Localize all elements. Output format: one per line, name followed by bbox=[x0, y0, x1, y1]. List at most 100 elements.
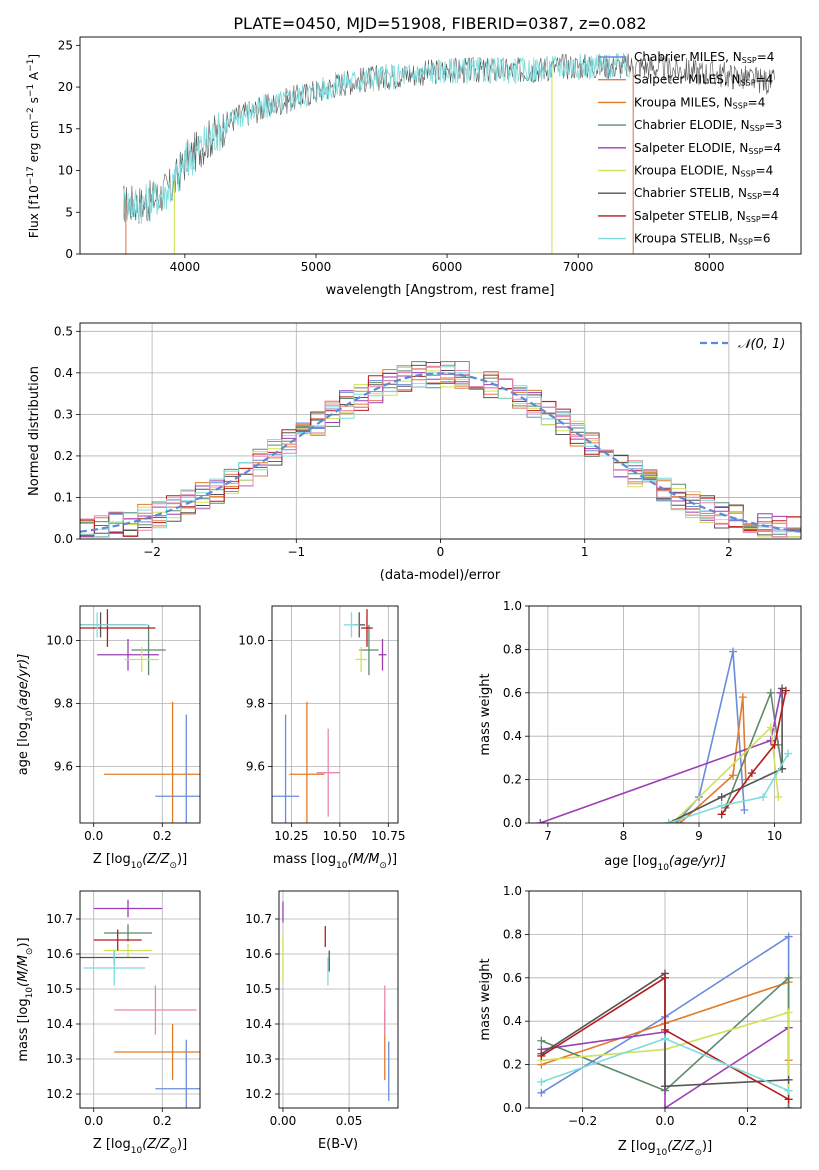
x-axis-label-part: )] bbox=[177, 1137, 187, 1152]
error-bar-point bbox=[316, 728, 340, 817]
x-tick-label: 0.2 bbox=[153, 1114, 172, 1128]
x-tick-label: 10.50 bbox=[323, 829, 357, 843]
y-tick-label: 10.3 bbox=[46, 1052, 73, 1066]
x-axis-label-part: ⊙ bbox=[694, 1148, 702, 1158]
legend-label-part: SSP bbox=[748, 147, 763, 156]
axes-frame bbox=[79, 890, 201, 1109]
x-axis-label-part: (Z/Z bbox=[142, 1137, 170, 1152]
histogram-step bbox=[80, 372, 801, 538]
x-axis-label-part: (Z/Z bbox=[142, 852, 170, 867]
y-axis-label: Flux [f10−17 erg cm−2 s−1 A−1] bbox=[26, 54, 41, 238]
weight-marker bbox=[536, 819, 545, 823]
y-axis-label-part: age [log bbox=[16, 722, 31, 775]
y-tick-label: 0.2 bbox=[54, 449, 73, 463]
axes-frame bbox=[528, 605, 802, 824]
legend-label-part: Salpeter ELODIE, N bbox=[634, 141, 748, 155]
error-bar-point bbox=[289, 701, 325, 823]
y-tick-label: 10.4 bbox=[245, 1017, 272, 1031]
x-tick-label: 1 bbox=[581, 545, 589, 559]
x-axis-label-part: 10 bbox=[131, 861, 143, 871]
y-axis-label-part: 10 bbox=[27, 185, 41, 200]
x-tick-label: 0.0 bbox=[84, 1114, 103, 1128]
y-tick-label: 1.0 bbox=[503, 884, 522, 898]
legend-label: 𝒩(0, 1) bbox=[738, 337, 785, 352]
error-bar-point bbox=[104, 701, 200, 823]
legend-label-part: SSP bbox=[738, 238, 753, 247]
legend-label-part: =4 bbox=[762, 186, 780, 200]
legend-label: Salpeter STELIB, NSSP=4 bbox=[634, 209, 778, 224]
x-tick-label: 10.25 bbox=[274, 829, 308, 843]
legend-label: Kroupa STELIB, NSSP=6 bbox=[634, 232, 771, 247]
legend-label-part: =6 bbox=[753, 232, 771, 246]
y-tick-label: 20 bbox=[58, 80, 73, 94]
weight-marker bbox=[676, 819, 685, 823]
x-axis-label-part: (Z/Z bbox=[667, 1139, 695, 1154]
x-axis-label-part: )] bbox=[702, 1139, 712, 1154]
error-bar-point bbox=[155, 1039, 200, 1108]
error-bar-point bbox=[104, 924, 152, 942]
y-axis-label-part: )] bbox=[16, 937, 31, 947]
weight-marker bbox=[774, 792, 783, 801]
y-tick-label: 15 bbox=[58, 122, 73, 136]
error-bar-point bbox=[343, 612, 360, 638]
y-axis-label: Normed distribution bbox=[27, 366, 42, 496]
y-tick-label: 10.0 bbox=[238, 634, 265, 648]
plot-area bbox=[282, 901, 390, 1101]
legend-label-part: =4 bbox=[761, 209, 779, 223]
weight-marker bbox=[661, 973, 669, 982]
plot-area bbox=[80, 899, 200, 1108]
residual-histogram-panel: −2 −1 0 1 2 0.0 0.1 0.2 0.3 0.4 0.5 𝒩(0, 1) (data-mo… bbox=[27, 322, 802, 583]
plot-area bbox=[537, 932, 793, 1108]
y-axis-label: age [log10(age/yr)] bbox=[16, 654, 35, 776]
error-bar-point bbox=[93, 899, 163, 918]
x-axis-label-part: Z [log bbox=[93, 852, 131, 867]
weight-vs-age-panel: 7 8 9 10 0.0 0.2 0.4 0.6 0.8 1.0 mass weight age [l… bbox=[478, 599, 802, 873]
y-tick-label: 10.6 bbox=[245, 947, 272, 961]
error-bar-point bbox=[378, 639, 387, 671]
error-bar-point bbox=[359, 624, 379, 676]
weight-marker bbox=[664, 819, 673, 823]
weight-marker bbox=[537, 1077, 546, 1086]
x-tick-label: 10 bbox=[767, 829, 782, 843]
legend-label: Kroupa ELODIE, NSSP=4 bbox=[634, 164, 773, 179]
weight-marker bbox=[537, 1051, 546, 1060]
y-tick-label: 0.4 bbox=[503, 729, 522, 743]
weight-marker bbox=[784, 1104, 793, 1108]
weight-series-line bbox=[668, 688, 783, 823]
y-axis-label-part: 10 bbox=[25, 710, 35, 722]
weight-series-line bbox=[668, 753, 789, 823]
x-axis-label-part: mass [log bbox=[273, 852, 336, 867]
y-tick-label: 0.0 bbox=[503, 816, 522, 830]
error-bar-point bbox=[272, 714, 300, 823]
error-bar-point bbox=[124, 646, 159, 673]
y-axis-label-part: mass [log bbox=[16, 998, 31, 1061]
x-axis-label-part: 10 bbox=[336, 861, 348, 871]
error-bar-point bbox=[361, 609, 373, 647]
weight-marker bbox=[661, 1025, 669, 1034]
weight-marker bbox=[759, 792, 768, 801]
x-tick-label: −0.2 bbox=[568, 1114, 597, 1128]
x-axis-label-part: 10 bbox=[657, 863, 669, 873]
y-tick-label: 9.6 bbox=[54, 759, 73, 773]
normal-curve bbox=[80, 372, 801, 533]
weight-vs-metallicity-panel: −0.2 0.0 0.2 0.0 0.2 0.4 0.6 0.8 1.0 mass weight Z… bbox=[478, 884, 802, 1158]
y-axis-label: mass weight bbox=[478, 958, 493, 1040]
weight-marker bbox=[784, 1075, 793, 1084]
error-bar-point bbox=[114, 1024, 200, 1080]
weight-marker bbox=[784, 1086, 793, 1095]
x-tick-label: −2 bbox=[143, 545, 161, 559]
weight-marker bbox=[537, 1088, 546, 1097]
weight-marker bbox=[729, 771, 737, 780]
x-axis-label: mass [log10(M/M⊙)] bbox=[273, 852, 397, 871]
age-vs-metallicity-panel: 0.0 0.29.69.810.0Z [log10(Z/Z⊙)]age [log1… bbox=[16, 605, 201, 871]
weight-marker bbox=[717, 801, 726, 810]
error-bar-point bbox=[114, 985, 197, 1035]
weight-marker bbox=[766, 736, 775, 745]
y-axis-label-part: −1 bbox=[26, 59, 36, 72]
legend-label-part: =4 bbox=[756, 73, 774, 87]
error-bar-point bbox=[104, 943, 152, 958]
x-tick-label: 7 bbox=[544, 829, 552, 843]
y-axis-label-part: (age/yr)] bbox=[16, 654, 31, 711]
y-axis-label-part: ⊙ bbox=[25, 948, 35, 956]
